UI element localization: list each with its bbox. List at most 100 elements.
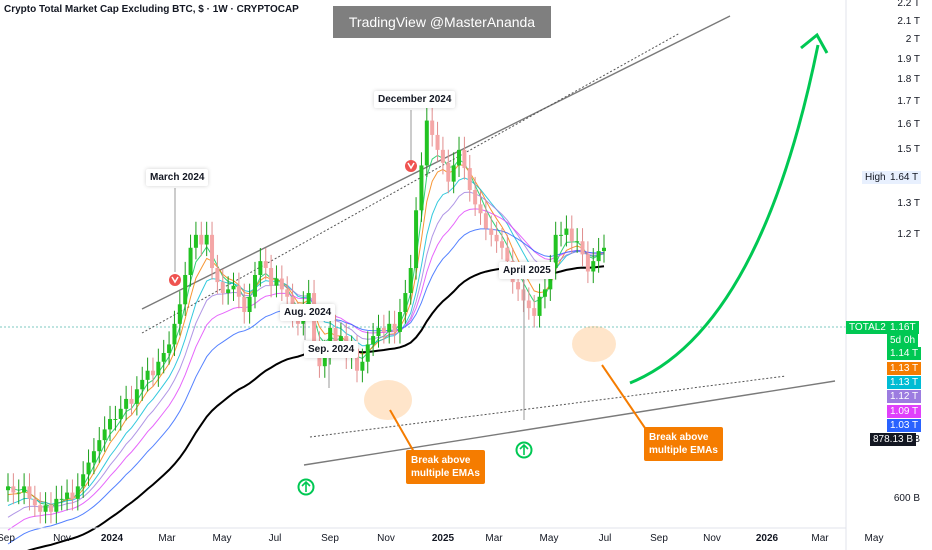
candle-body: [215, 268, 220, 283]
candle-body: [11, 486, 16, 493]
break-ema-box-1-line1: Break above: [411, 455, 471, 466]
ema-value-tag: 1.03 T: [887, 419, 922, 432]
ema-value-tag: 1.12 T: [887, 390, 922, 403]
candle-body: [145, 370, 150, 380]
candle-body: [285, 289, 290, 297]
candle-body: [161, 352, 166, 362]
candle-body: [338, 336, 343, 345]
candle-body: [494, 234, 499, 242]
y-tick-label: 1.2 T: [897, 228, 920, 240]
x-tick-label: Jul: [598, 533, 612, 544]
sell-marker-march: [169, 274, 181, 286]
x-tick-label: 2024: [100, 533, 124, 544]
ema-value-tag: 878.13 B: [870, 433, 917, 446]
candle-body: [65, 492, 70, 499]
candle-body: [483, 213, 488, 229]
y-tick-label: 1.6 T: [897, 119, 920, 131]
candle-body: [499, 241, 504, 248]
candle-body: [397, 311, 402, 332]
candle-body: [322, 352, 327, 367]
x-tick-label: May: [539, 533, 559, 544]
candle-body: [6, 486, 10, 491]
candle-body: [542, 289, 547, 297]
callout-aug-2024: Aug. 2024: [280, 304, 336, 321]
upper-dotted-trendline: [141, 32, 681, 334]
candle-body: [521, 289, 526, 301]
last-price-tag: 1.16T: [887, 321, 919, 334]
x-tick-label: 2025: [431, 533, 455, 544]
callout-april-2025: April 2025: [499, 262, 555, 279]
y-tick-label: 1.8 T: [897, 74, 920, 86]
watermark: TradingView @MasterAnanda: [333, 6, 551, 38]
candle-body: [247, 296, 252, 312]
candle-body: [263, 261, 268, 268]
candle-body: [97, 440, 102, 452]
candle-body: [473, 189, 478, 205]
candle-body: [414, 210, 419, 268]
x-tick-label: Mar: [485, 533, 503, 544]
candle-body: [274, 278, 279, 286]
ticker-title: Crypto Total Market Cap Excluding BTC, $…: [4, 4, 299, 15]
countdown-tag: 5d 0h: [887, 334, 919, 347]
candle-body: [210, 234, 215, 268]
candle-body: [236, 285, 241, 297]
candle-body: [54, 498, 59, 512]
orange-leader-2: [601, 364, 646, 429]
candle-body: [156, 361, 161, 376]
buy-marker-apr: [515, 441, 533, 459]
candle-body: [59, 498, 64, 500]
x-tick-label: Nov: [703, 533, 721, 544]
candle-body: [193, 234, 198, 248]
y-tick-label: 2.2 T: [897, 0, 920, 9]
x-tick-label: Nov: [53, 533, 71, 544]
candle-body: [188, 247, 193, 275]
x-tick-label: Sep: [321, 533, 339, 544]
candle-body: [86, 462, 91, 475]
candle-body: [231, 285, 236, 290]
candle-body: [140, 379, 145, 390]
y-tick-label: 1.5 T: [897, 143, 920, 155]
x-tick-label: Mar: [811, 533, 829, 544]
candle-body: [403, 293, 408, 312]
x-tick-label: Jul: [268, 533, 282, 544]
y-tick-label: 1.9 T: [897, 53, 920, 65]
candle-body: [365, 344, 370, 362]
y-tick-label: 1.3 T: [897, 198, 920, 210]
candle-body: [553, 234, 558, 268]
candle-body: [602, 247, 606, 252]
callout-march-2024: March 2024: [146, 169, 209, 186]
candle-body: [199, 234, 204, 245]
candle-body: [183, 274, 188, 305]
candle-body: [252, 274, 257, 297]
candle-body: [242, 296, 247, 312]
y-tick-label: 1.7 T: [897, 96, 920, 108]
candle-body: [108, 418, 113, 430]
candle-body: [457, 149, 462, 166]
ema-line: [7, 154, 605, 508]
candle-body: [360, 361, 365, 371]
high-label: High: [862, 171, 889, 184]
candle-body: [408, 268, 413, 294]
candle-body: [75, 486, 80, 499]
candle-body: [32, 498, 37, 506]
y-tick-label: 600 B: [893, 492, 920, 504]
candle-body: [462, 149, 467, 169]
x-tick-label: May: [212, 533, 232, 544]
candle-body: [16, 492, 21, 494]
candle-body: [38, 505, 43, 512]
x-tick-label: Mar: [158, 533, 176, 544]
high-value: 1.64 T: [887, 171, 922, 184]
candle-body: [564, 228, 569, 235]
candle-body: [48, 505, 53, 512]
candle-body: [446, 162, 451, 182]
candle-body: [585, 254, 590, 272]
candle-body: [333, 327, 338, 345]
candle-body: [172, 323, 177, 345]
candle-body: [177, 304, 182, 324]
candle-body: [269, 268, 274, 286]
candle-body: [580, 241, 585, 255]
candle-body: [575, 241, 580, 243]
candle-body: [489, 228, 494, 235]
break-ema-box-1-line2: multiple EMAs: [411, 468, 480, 479]
